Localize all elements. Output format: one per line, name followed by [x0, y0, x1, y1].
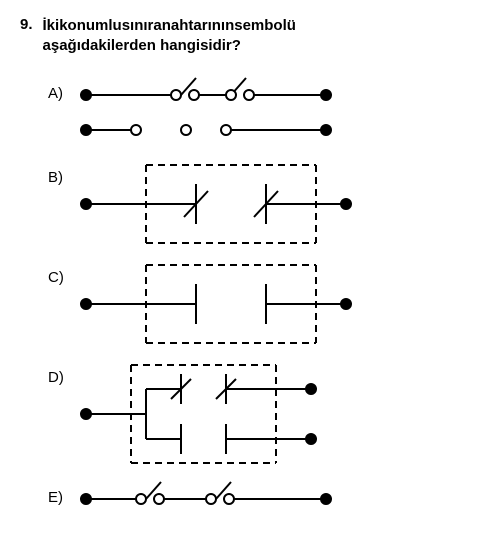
question-number: 9.	[20, 16, 33, 33]
qword: konumlu	[59, 16, 122, 36]
option-e-label: E)	[48, 479, 76, 506]
qword: sembolü	[234, 16, 296, 36]
qword: sınır	[122, 16, 154, 36]
option-a-diagram	[76, 75, 336, 149]
question-text: İki konumlu sınır anahtarının sembolü aş…	[43, 16, 296, 57]
option-a: A)	[48, 75, 480, 149]
qword: İki	[43, 16, 60, 36]
option-c-label: C)	[48, 259, 76, 286]
option-a-label: A)	[48, 75, 76, 102]
option-b-diagram	[76, 159, 356, 249]
question: 9. İki konumlu sınır anahtarının sembolü…	[20, 16, 480, 57]
option-d-diagram	[76, 359, 336, 469]
option-e: E)	[48, 479, 480, 519]
option-e-diagram	[76, 479, 336, 519]
qword: anahtarının	[153, 16, 234, 36]
option-d: D)	[48, 359, 480, 469]
option-c-diagram	[76, 259, 356, 349]
options-list: A)	[48, 75, 480, 519]
option-c: C)	[48, 259, 480, 349]
option-b-label: B)	[48, 159, 76, 186]
option-d-label: D)	[48, 359, 76, 386]
option-b: B)	[48, 159, 480, 249]
question-line2: aşağıdakilerden hangisidir?	[43, 37, 241, 54]
